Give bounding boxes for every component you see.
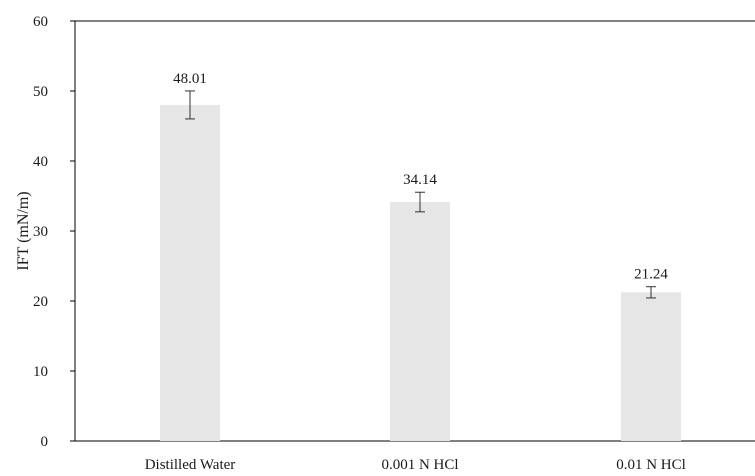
y-tick-label: 0 xyxy=(41,434,49,450)
x-tick-label: 0.01 N HCl xyxy=(616,457,686,473)
y-tick-label: 20 xyxy=(33,294,48,310)
x-axis: Distilled Water 0.001 N HCl 0.01 N HCl xyxy=(75,440,755,473)
data-label: 48.01 xyxy=(173,71,207,87)
error-bars xyxy=(185,90,656,299)
x-tick-label: 0.001 N HCl xyxy=(381,457,458,473)
y-tick-label: 10 xyxy=(33,364,48,380)
bar xyxy=(390,202,450,441)
bar xyxy=(160,104,220,442)
y-tick-label: 60 xyxy=(33,14,48,30)
data-labels: 48.01 34.14 21.24 xyxy=(173,71,668,283)
y-tick-label: 40 xyxy=(33,154,48,170)
x-tick-label: Distilled Water xyxy=(145,457,236,473)
data-label: 21.24 xyxy=(634,267,668,283)
y-tick-label: 30 xyxy=(33,224,48,240)
y-axis: 0 10 20 30 40 50 60 xyxy=(33,14,755,450)
data-label: 34.14 xyxy=(403,172,437,188)
bars xyxy=(160,104,681,442)
y-axis-title: IFT (mN/m) xyxy=(15,191,32,270)
bar xyxy=(621,292,681,441)
y-tick-label: 50 xyxy=(33,84,48,100)
